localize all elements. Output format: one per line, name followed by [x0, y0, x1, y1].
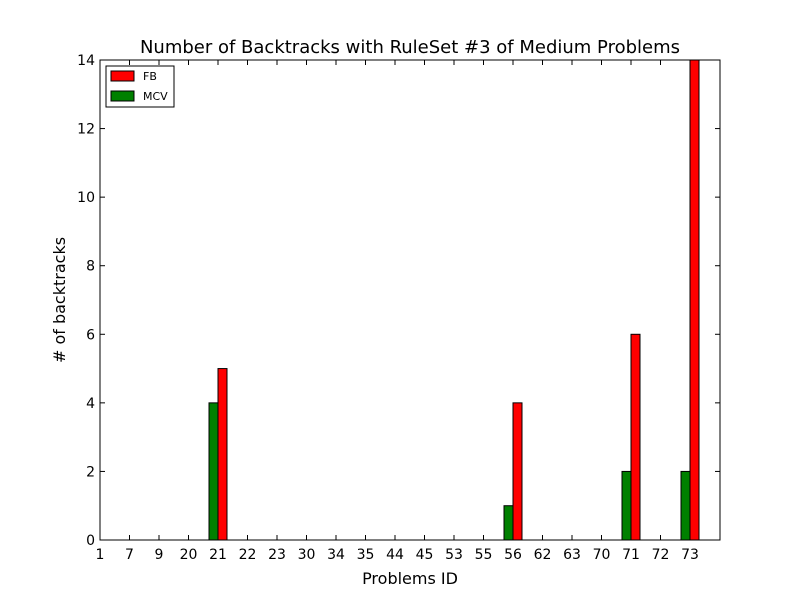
y-tick-label: 2 [86, 464, 95, 480]
y-tick-label: 8 [86, 259, 95, 275]
legend-swatch-fb [110, 70, 135, 82]
x-tick-label: 22 [239, 547, 257, 563]
x-tick-label: 44 [386, 547, 404, 563]
x-tick-label: 34 [327, 547, 345, 563]
x-tick-label: 9 [155, 547, 164, 563]
bar-mcv-73 [680, 470, 691, 541]
legend-swatch-mcv [110, 90, 135, 102]
x-tick-label: 63 [563, 547, 581, 563]
y-axis-label: # of backtracks [50, 237, 69, 363]
x-tick-label: 1 [96, 547, 105, 563]
x-axis-label: Problems ID [362, 569, 458, 588]
bar-fb-56 [512, 402, 523, 541]
y-tick-label: 6 [86, 327, 95, 343]
x-tick-label: 7 [125, 547, 134, 563]
legend-label-fb: FB [143, 70, 157, 83]
x-tick-label: 62 [534, 547, 552, 563]
plot-frame [99, 59, 721, 541]
bar-mcv-56 [503, 505, 514, 541]
legend-label-mcv: MCV [143, 90, 168, 103]
chart-title: Number of Backtracks with RuleSet #3 of … [140, 37, 680, 58]
legend: FB MCV [105, 65, 175, 108]
y-tick-label: 10 [77, 190, 95, 206]
x-tick-label: 70 [593, 547, 611, 563]
x-tick-label: 45 [416, 547, 434, 563]
x-tick-label: 73 [681, 547, 699, 563]
x-tick-label: 55 [475, 547, 493, 563]
x-tick-label: 30 [298, 547, 316, 563]
bar-fb-21 [217, 368, 228, 541]
x-tick-label: 35 [357, 547, 375, 563]
bar-fb-71 [630, 333, 641, 541]
x-tick-label: 23 [268, 547, 286, 563]
y-tick-label: 14 [77, 53, 95, 69]
bar-mcv-21 [208, 402, 219, 541]
bar-mcv-71 [621, 470, 632, 541]
bar-fb-73 [689, 59, 700, 541]
x-tick-label: 72 [652, 547, 670, 563]
x-tick-label: 21 [209, 547, 227, 563]
y-tick-label: 4 [86, 396, 95, 412]
x-tick-label: 53 [445, 547, 463, 563]
y-tick-label: 12 [77, 122, 95, 138]
x-tick-label: 56 [504, 547, 522, 563]
x-tick-label: 71 [622, 547, 640, 563]
x-tick-label: 20 [180, 547, 198, 563]
y-tick-label: 0 [86, 533, 95, 549]
